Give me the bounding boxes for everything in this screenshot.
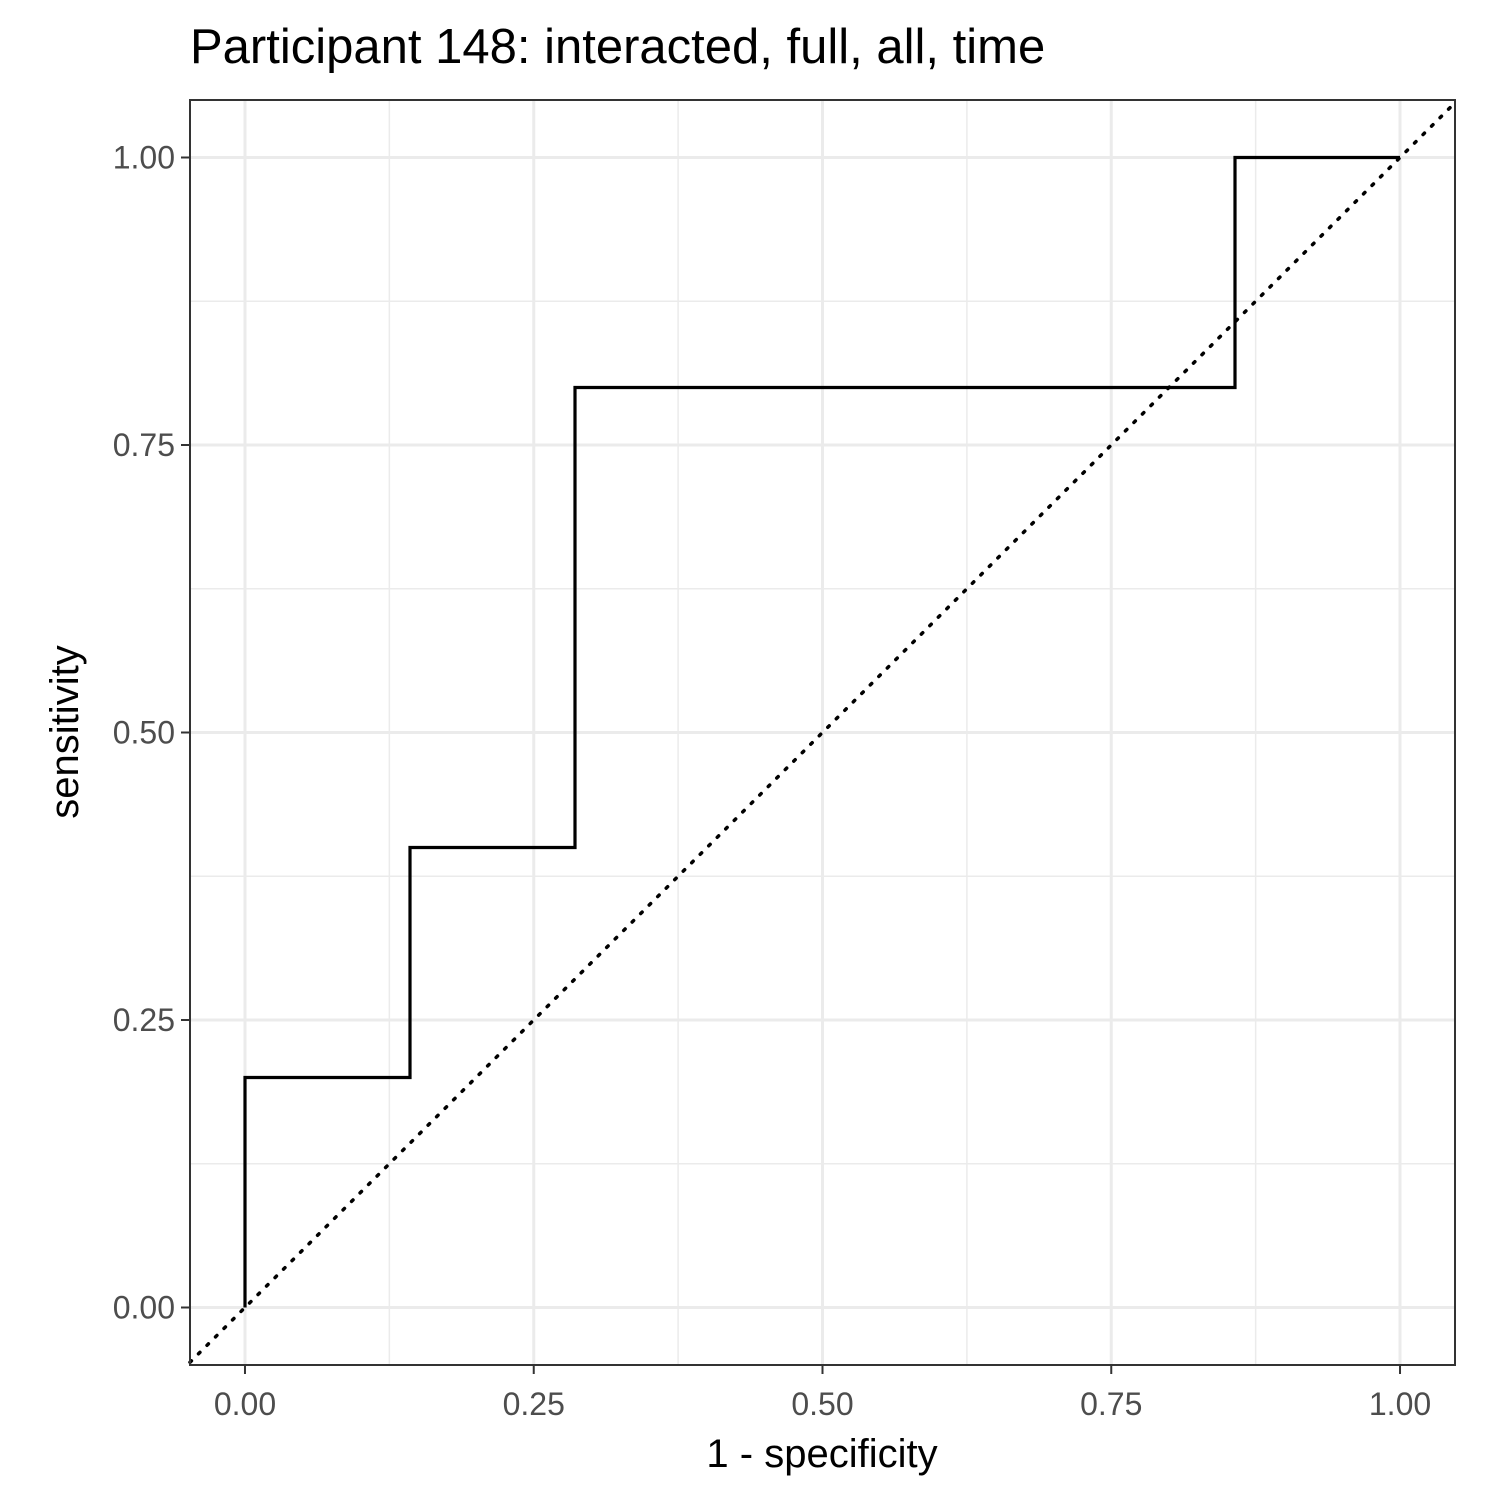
y-tick-label: 1.00 <box>113 140 175 176</box>
y-tick-label: 0.25 <box>113 1002 175 1038</box>
y-tick-label: 0.00 <box>113 1290 175 1326</box>
chart-title: Participant 148: interacted, full, all, … <box>190 20 1045 74</box>
x-tick-label: 0.50 <box>791 1386 853 1422</box>
axis-ticks: 0.00 0.25 0.50 0.75 1.00 0.00 0.25 0.50 0.75 1.00 <box>113 140 1431 1423</box>
x-tick-label: 0.00 <box>214 1386 276 1422</box>
x-axis-title: 1 - specificity <box>706 1432 937 1476</box>
major-gridlines <box>190 100 1455 1365</box>
reference-diagonal-line <box>188 101 1457 1364</box>
x-tick-label: 0.25 <box>503 1386 565 1422</box>
series-layer <box>188 101 1457 1364</box>
x-tick-label: 0.75 <box>1080 1386 1142 1422</box>
roc-step-line <box>243 155 1400 1308</box>
y-axis-title: sensitivity <box>43 645 87 818</box>
y-tick-label: 0.50 <box>113 715 175 751</box>
y-tick-label: 0.75 <box>113 427 175 463</box>
x-tick-label: 1.00 <box>1369 1386 1431 1422</box>
